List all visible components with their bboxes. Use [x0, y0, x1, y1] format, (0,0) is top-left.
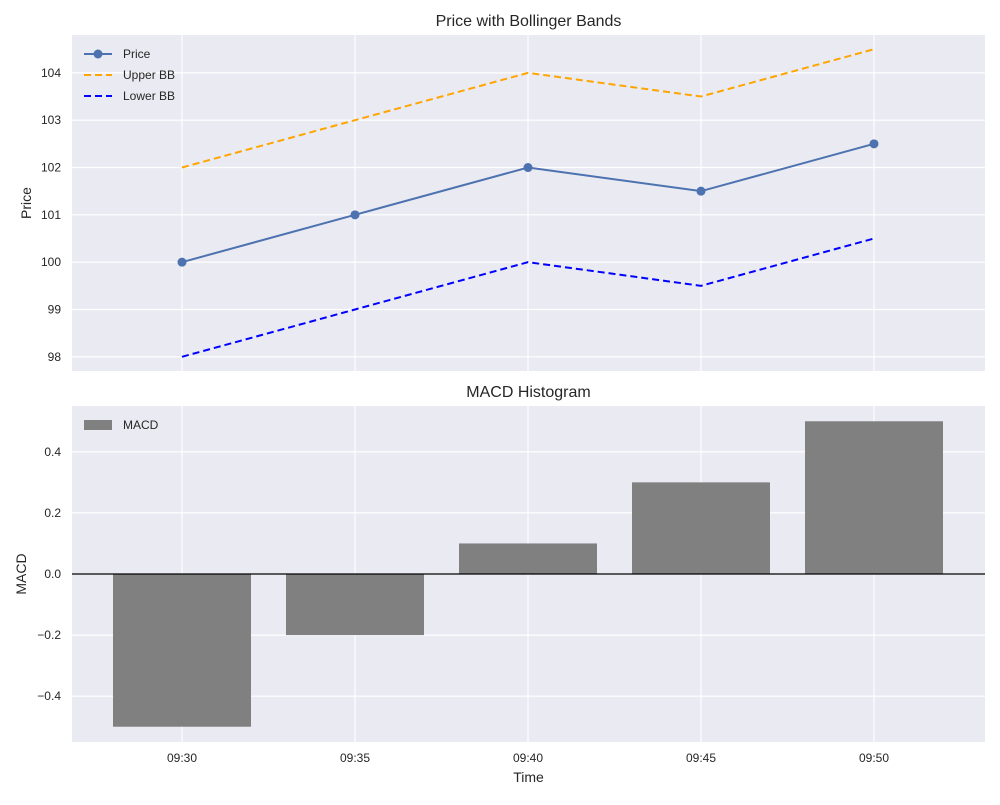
- macd-bar: [286, 574, 424, 636]
- time-x-tick-label: 09:40: [513, 751, 543, 765]
- macd-bar: [459, 543, 597, 574]
- price-panel-series: [177, 48, 879, 358]
- macd-x-axis-label: Time: [513, 769, 544, 785]
- macd-bar: [632, 482, 770, 574]
- price-data-point: [696, 186, 706, 196]
- macd-y-tick-label: −0.2: [37, 628, 61, 642]
- price-data-point: [523, 163, 533, 173]
- price-panel-ticks: 98 99 100 101 102 103 104: [41, 66, 61, 364]
- macd-legend: MACD: [84, 418, 159, 432]
- macd-bar: [805, 421, 943, 574]
- legend-marker: [93, 49, 103, 59]
- price-y-axis-label: Price: [18, 187, 34, 219]
- price-data-point: [869, 139, 879, 149]
- price-y-tick-label: 98: [48, 350, 62, 364]
- time-x-tick-label: 09:35: [340, 751, 370, 765]
- price-y-tick-label: 103: [41, 113, 61, 127]
- series-line-upper-bb: [181, 48, 875, 169]
- series-line-lower-bb: [181, 237, 875, 358]
- macd-y-tick-label: −0.4: [37, 689, 61, 703]
- price-y-tick-label: 102: [41, 161, 61, 175]
- price-y-tick-label: 99: [48, 302, 62, 316]
- time-x-tick-label: 09:45: [686, 751, 716, 765]
- price-legend: Price Upper BB Lower BB: [84, 47, 175, 103]
- price-chart-title: Price with Bollinger Bands: [436, 13, 622, 30]
- macd-y-tick-label: 0.0: [44, 567, 61, 581]
- legend-label-lower-bb: Lower BB: [123, 89, 175, 103]
- legend-label-macd: MACD: [123, 418, 159, 432]
- price-data-point: [350, 210, 360, 220]
- price-y-tick-label: 104: [41, 66, 61, 80]
- macd-panel: −0.4 −0.2 0.0 0.2 0.4 09:30 09:35 09:40 09:45 09:…: [13, 384, 985, 785]
- macd-y-tick-label: 0.2: [44, 506, 61, 520]
- price-data-point: [177, 257, 187, 267]
- price-panel: 98 99 100 101 102 103 104 Price Upper BB Lower B…: [18, 13, 985, 371]
- legend-label-upper-bb: Upper BB: [123, 68, 175, 82]
- macd-chart-title: MACD Histogram: [466, 384, 590, 401]
- macd-panel-ticks: −0.4 −0.2 0.0 0.2 0.4 09:30 09:35 09:40 09:45 09:…: [37, 445, 889, 765]
- time-x-tick-label: 09:30: [167, 751, 197, 765]
- price-y-tick-label: 100: [41, 255, 61, 269]
- legend-swatch-macd: [84, 420, 112, 430]
- macd-bar: [113, 574, 251, 727]
- macd-panel-bars: [113, 421, 943, 727]
- price-panel-grid: [72, 35, 985, 371]
- legend-label-price: Price: [123, 47, 151, 61]
- time-x-tick-label: 09:50: [859, 751, 889, 765]
- price-y-tick-label: 101: [41, 208, 61, 222]
- macd-y-tick-label: 0.4: [44, 445, 61, 459]
- macd-y-axis-label: MACD: [13, 553, 29, 594]
